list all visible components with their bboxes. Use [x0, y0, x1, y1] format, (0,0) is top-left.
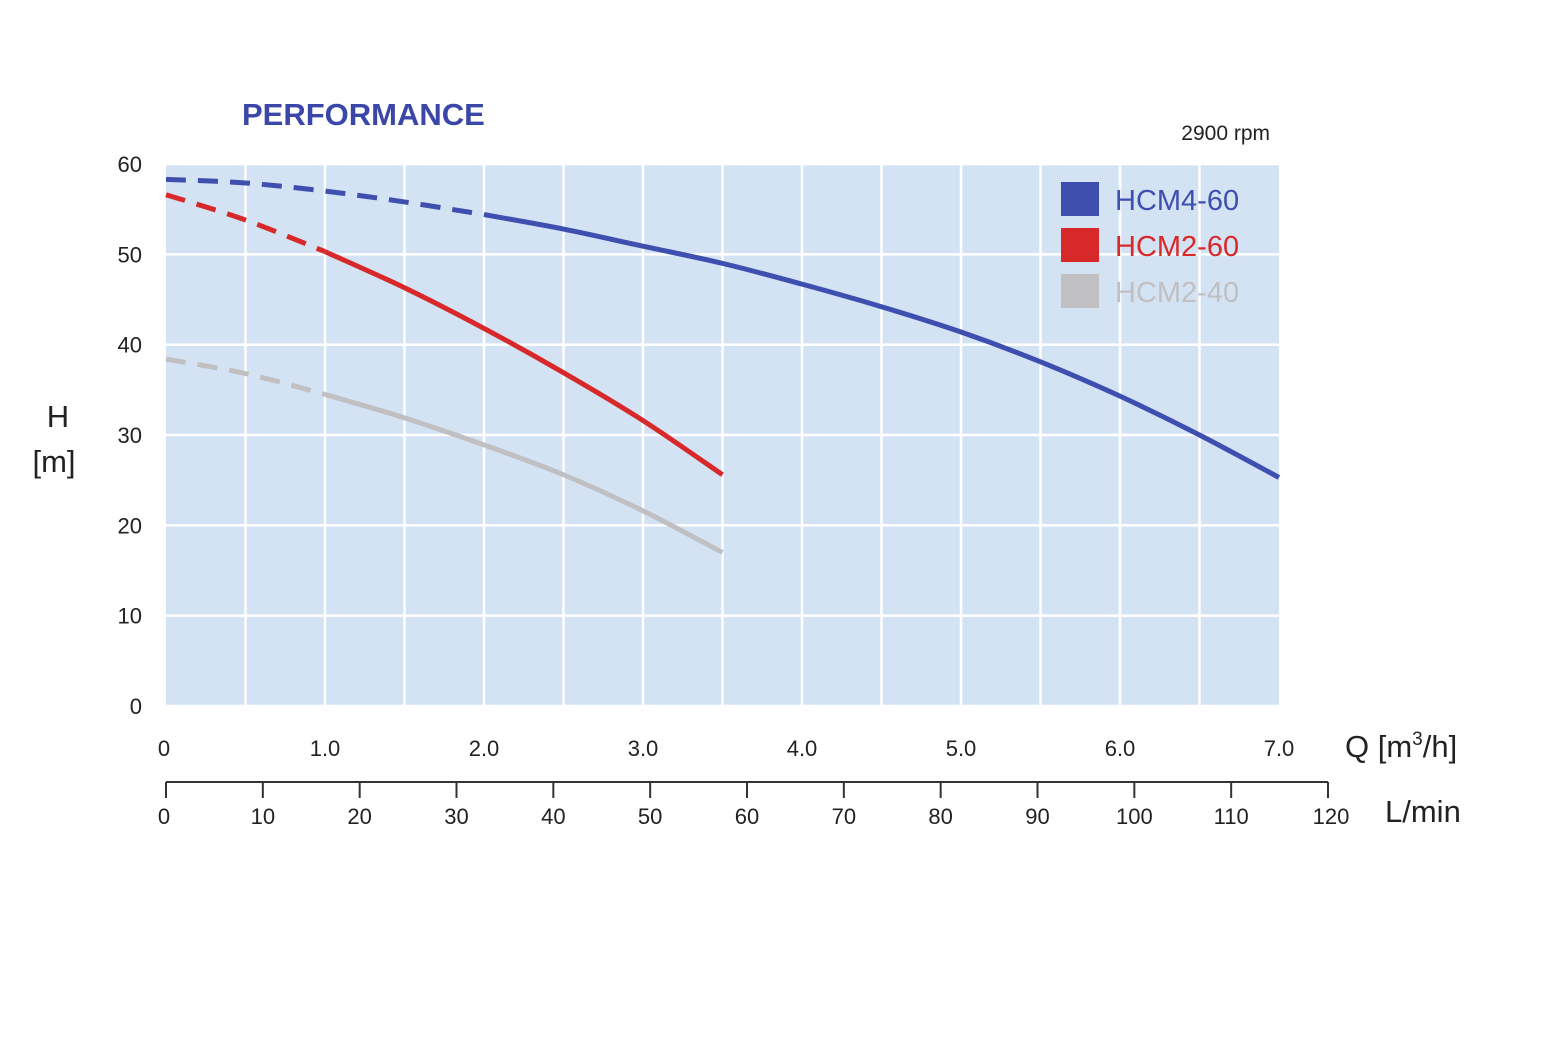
legend-swatch-hcm2-40	[1061, 274, 1099, 308]
legend-label-hcm2-40: HCM2-40	[1115, 277, 1239, 309]
series-hcm2-60-dashed	[165, 192, 326, 254]
x-tick-label: 6.0	[1105, 736, 1136, 761]
lmin-tick-label: 110	[1214, 804, 1249, 829]
series-hcm2-40-dashed	[165, 356, 326, 397]
lmin-axis: 0 10 20 30 40 50 60 70 80 90 100 110 120	[158, 781, 1350, 829]
y-tick-label: 0	[130, 694, 142, 719]
y-axis-label-line1: H	[47, 399, 69, 434]
x-axis-ticks: 0 1.0 2.0 3.0 4.0 5.0 6.0 7.0	[158, 736, 1294, 761]
x-axis-label: Q [m3/h]	[1345, 729, 1457, 764]
y-tick-label: 40	[118, 333, 142, 358]
series-hcm4-60-dashed	[165, 176, 485, 218]
y-tick-label: 20	[118, 513, 142, 538]
x-tick-label: 7.0	[1264, 736, 1295, 761]
lmin-tick-label: 120	[1313, 804, 1350, 829]
y-tick-label: 10	[118, 604, 142, 629]
x-axis-label-base: Q [m	[1345, 729, 1412, 764]
legend-label-hcm2-60: HCM2-60	[1115, 231, 1239, 263]
lmin-tick-label: 90	[1025, 804, 1049, 829]
lmin-tick-label: 50	[638, 804, 662, 829]
y-tick-label: 50	[118, 242, 142, 267]
series-hcm4-60-line	[483, 212, 1281, 480]
y-axis-ticks: 0 10 20 30 40 50 60	[118, 152, 142, 719]
legend-swatch-hcm2-60	[1061, 228, 1099, 262]
y-tick-label: 60	[118, 152, 142, 177]
lmin-tick-label: 60	[735, 804, 759, 829]
series-hcm2-60-line	[323, 249, 724, 477]
series-hcm2-40-line	[324, 391, 724, 555]
x-tick-label: 4.0	[787, 736, 818, 761]
x-tick-label: 0	[158, 736, 170, 761]
y-tick-label: 30	[118, 423, 142, 448]
legend: HCM4-60 HCM2-60 HCM2-40	[1061, 182, 1239, 309]
x-tick-label: 2.0	[469, 736, 500, 761]
lmin-tick-label: 0	[158, 804, 170, 829]
legend-swatch-hcm4-60	[1061, 182, 1099, 216]
x-tick-label: 5.0	[946, 736, 977, 761]
lmin-tick-label: 10	[251, 804, 275, 829]
chart-subtitle: 2900 rpm	[1181, 122, 1270, 145]
x-tick-label: 1.0	[310, 736, 341, 761]
lmin-tick-label: 70	[832, 804, 856, 829]
legend-label-hcm4-60: HCM4-60	[1115, 185, 1239, 217]
series-layer	[165, 176, 1281, 555]
lmin-tick-label: 20	[347, 804, 371, 829]
lmin-tick-label: 100	[1116, 804, 1153, 829]
x-tick-label: 3.0	[628, 736, 659, 761]
lmin-tick-label: 80	[928, 804, 952, 829]
lmin-tick-label: 40	[541, 804, 565, 829]
y-axis-label-line2: [m]	[32, 444, 75, 479]
chart-title: PERFORMANCE	[242, 97, 485, 132]
lmin-axis-label: L/min	[1385, 794, 1461, 829]
x-axis-label-sup: 3	[1412, 729, 1423, 750]
lmin-tick-label: 30	[444, 804, 468, 829]
x-axis-label-end: /h]	[1423, 729, 1457, 764]
